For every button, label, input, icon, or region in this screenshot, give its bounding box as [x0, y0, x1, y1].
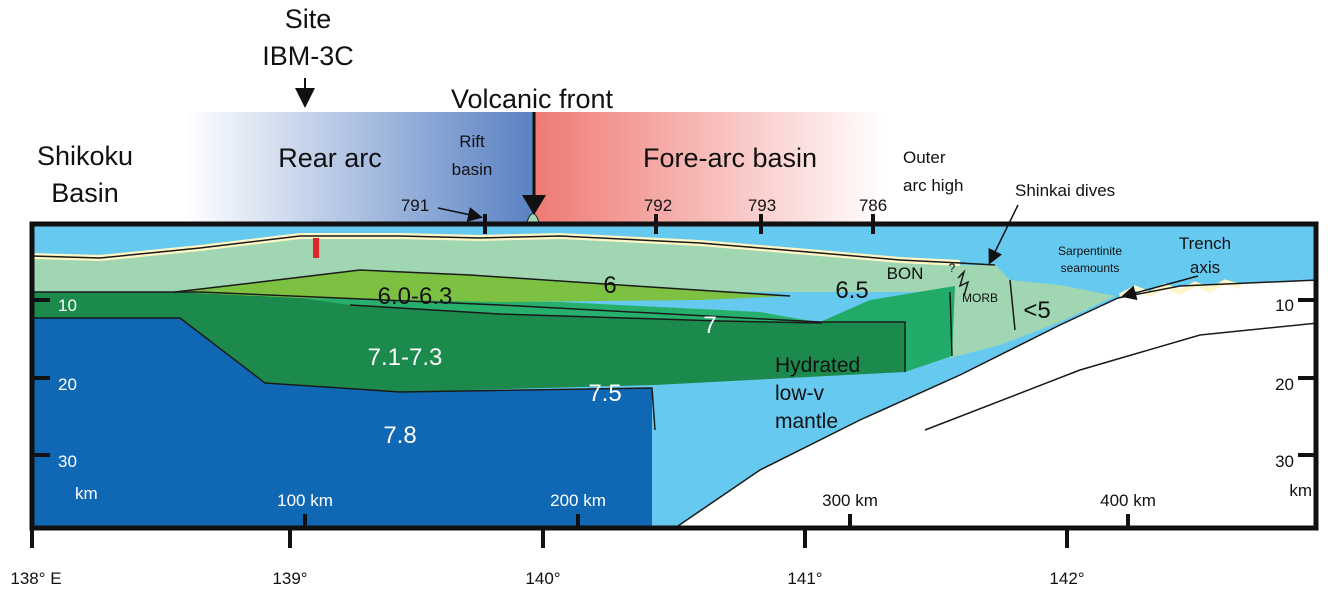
boundary: [349, 304, 823, 324]
slab-inner: [924, 322, 1319, 431]
velocity-label: <5: [1023, 297, 1050, 324]
velocity-label: 6: [603, 272, 616, 299]
velocity-label: 7.8: [383, 422, 416, 449]
volcanic-front-label: Volcanic front: [451, 84, 614, 114]
region-label: basin: [452, 160, 493, 179]
mantle: [32, 318, 652, 530]
site-id: IBM-3C: [262, 41, 354, 71]
site-791-arrow: [437, 207, 483, 222]
distance-label: 300 km: [822, 491, 878, 510]
fore-arc-crust: [820, 286, 955, 372]
velocity-label: 6.0-6.3: [378, 283, 453, 310]
slab-top: [674, 279, 1319, 529]
longitude-label: 139°: [272, 569, 307, 588]
seafloor: [31, 235, 996, 266]
depth-unit: km: [75, 484, 98, 503]
annotation: Trench: [1179, 234, 1231, 253]
region-label: arc high: [903, 176, 963, 195]
site-label: Site: [285, 4, 332, 34]
depth-label: 30: [58, 452, 77, 471]
velocity-label: 6.5: [835, 277, 868, 304]
drill-site-label: 791: [401, 196, 429, 215]
distance-label: 200 km: [550, 491, 606, 510]
region-label: Fore-arc basin: [643, 143, 817, 173]
depth-label: 10: [1275, 296, 1294, 315]
distance-label: 100 km: [277, 491, 333, 510]
boundary: [174, 269, 791, 297]
volcanic-front-arrow: [522, 195, 546, 215]
boundary: [949, 291, 953, 357]
upper-crust: [32, 238, 1115, 358]
region-label: Outer: [903, 148, 946, 167]
depth-label: 20: [1275, 375, 1294, 394]
longitude-label: 142°: [1049, 569, 1084, 588]
region-label: Shikoku: [37, 141, 133, 171]
annotation: ?: [949, 261, 956, 275]
fore-arc-band: [535, 112, 885, 222]
longitude-label: 140°: [525, 569, 560, 588]
boundary: [1009, 279, 1016, 331]
annotation: MORB: [962, 291, 998, 305]
boundary: [32, 291, 906, 372]
drill-site-label: 792: [644, 196, 672, 215]
drill-site-label: 793: [748, 196, 776, 215]
rear-arc-band: [185, 112, 533, 222]
region-label: Rift: [459, 132, 485, 151]
mid-crust: [175, 270, 790, 302]
annotation: BON: [887, 264, 924, 283]
annotation: Sarpentinite: [1058, 244, 1122, 258]
slab: [675, 280, 1318, 528]
region-label: low-v: [775, 382, 825, 405]
velocity-label: 7: [703, 312, 716, 339]
region-label: mantle: [775, 410, 838, 433]
annotation: seamounts: [1061, 261, 1120, 275]
annotation: axis: [1190, 258, 1220, 277]
region-label: Hydrated: [775, 354, 860, 377]
site-marker: [313, 238, 319, 258]
drill-site-label: 786: [859, 196, 887, 215]
moho: [32, 317, 656, 431]
depth-label: 20: [58, 375, 77, 394]
region-label: Basin: [51, 178, 119, 208]
annotation: Shinkai dives: [1015, 181, 1115, 200]
depth-unit: km: [1289, 481, 1312, 500]
middle-crust-band: [300, 298, 822, 323]
depth-label: 10: [58, 296, 77, 315]
contact-mark: [957, 269, 970, 297]
velocity-label: 7.1-7.3: [368, 344, 443, 371]
shinkai-arrow: [988, 204, 1019, 265]
trench-arrow: [1121, 275, 1199, 301]
velocity-label: 7.5: [588, 380, 621, 407]
longitude-label: 138° E: [10, 569, 61, 588]
longitude-label: 141°: [787, 569, 822, 588]
depth-label: 30: [1275, 452, 1294, 471]
distance-label: 400 km: [1100, 491, 1156, 510]
region-label: Rear arc: [278, 143, 382, 173]
ticks: [30, 214, 1316, 548]
